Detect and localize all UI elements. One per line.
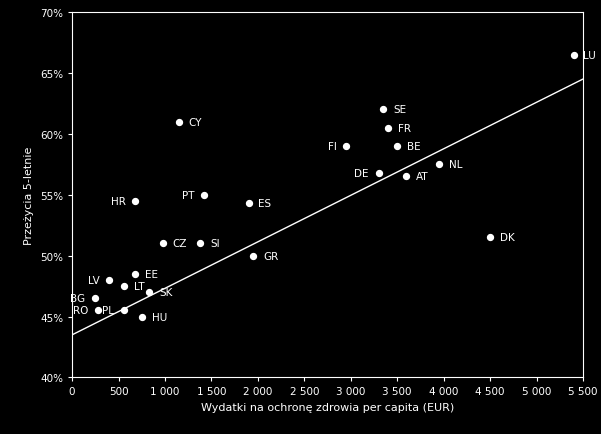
- Point: [174, 119, 184, 126]
- Text: BE: BE: [407, 142, 421, 151]
- Text: EE: EE: [145, 270, 158, 279]
- Point: [130, 271, 140, 278]
- Text: DE: DE: [355, 168, 369, 178]
- Point: [392, 143, 402, 150]
- Point: [244, 201, 254, 207]
- Point: [91, 295, 100, 302]
- Point: [341, 143, 351, 150]
- Text: HU: HU: [151, 312, 166, 322]
- Point: [379, 107, 388, 114]
- Text: RO: RO: [73, 306, 88, 316]
- Point: [120, 307, 129, 314]
- Text: PL: PL: [102, 306, 114, 316]
- Point: [383, 125, 392, 132]
- Text: LT: LT: [134, 282, 144, 291]
- Point: [144, 289, 154, 296]
- Text: LU: LU: [584, 51, 596, 60]
- Text: ES: ES: [258, 199, 272, 209]
- Text: FR: FR: [398, 124, 410, 133]
- Point: [105, 277, 114, 284]
- Text: PT: PT: [182, 191, 194, 200]
- Text: SI: SI: [210, 239, 219, 249]
- Point: [401, 174, 411, 181]
- Point: [434, 161, 444, 168]
- Text: FI: FI: [328, 142, 337, 151]
- Y-axis label: Przeżycia 5-letnie: Przeżycia 5-letnie: [25, 146, 34, 244]
- Text: CZ: CZ: [173, 239, 188, 249]
- Point: [137, 313, 147, 320]
- Point: [248, 253, 258, 260]
- Point: [158, 240, 168, 247]
- Point: [120, 283, 129, 290]
- Text: AT: AT: [416, 172, 429, 182]
- Text: SE: SE: [393, 105, 406, 115]
- Text: LV: LV: [88, 276, 100, 285]
- Text: GR: GR: [263, 251, 278, 261]
- Text: HR: HR: [111, 197, 126, 206]
- Point: [199, 192, 209, 199]
- Text: DK: DK: [500, 233, 514, 243]
- Point: [93, 307, 103, 314]
- Text: SK: SK: [159, 288, 172, 297]
- Point: [485, 234, 495, 241]
- X-axis label: Wydatki na ochronę zdrowia per capita (EUR): Wydatki na ochronę zdrowia per capita (E…: [201, 402, 454, 412]
- Text: BG: BG: [70, 294, 85, 303]
- Point: [195, 240, 205, 247]
- Point: [569, 52, 579, 59]
- Point: [374, 170, 383, 177]
- Text: NL: NL: [449, 160, 462, 170]
- Text: CY: CY: [189, 118, 202, 127]
- Point: [130, 198, 140, 205]
